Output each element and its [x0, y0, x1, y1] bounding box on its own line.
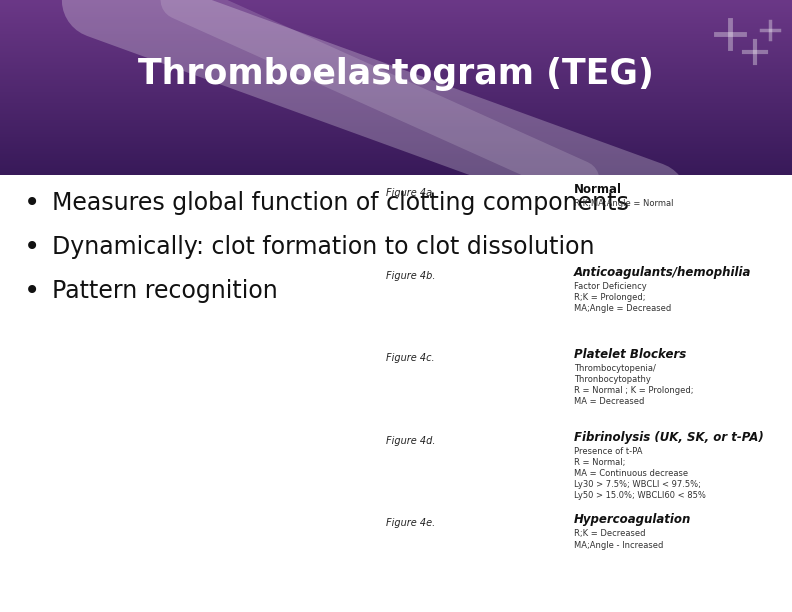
Text: Fibrinolysis: Fibrinolysis [261, 335, 318, 346]
Text: Thromboelastogram (TEG): Thromboelastogram (TEG) [138, 58, 654, 91]
Text: R: R [42, 568, 49, 578]
Text: Hypercoagulation: Hypercoagulation [574, 513, 691, 526]
Text: R;K;MA;Angle = Normal: R;K;MA;Angle = Normal [574, 199, 674, 208]
Text: Figure 4c.: Figure 4c. [386, 353, 435, 363]
Text: Measures global function of clotting components: Measures global function of clotting com… [52, 191, 629, 215]
Text: Factor Deficiency
R;K = Prolonged;
MA;Angle = Decreased: Factor Deficiency R;K = Prolonged; MA;An… [574, 282, 672, 313]
Text: $\alpha$: $\alpha$ [87, 409, 97, 422]
Text: R;K = Decreased
MA;Angle - Increased: R;K = Decreased MA;Angle - Increased [574, 529, 664, 550]
Text: Anticoagulants/hemophilia: Anticoagulants/hemophilia [574, 266, 752, 278]
Text: $A_{60}$: $A_{60}$ [255, 408, 272, 420]
Text: Figure 4e.: Figure 4e. [386, 518, 436, 528]
Text: •: • [24, 233, 40, 261]
Text: Thrombosis: Thrombosis [93, 335, 153, 346]
Text: K: K [90, 568, 97, 578]
Text: Platelet Blockers: Platelet Blockers [574, 348, 687, 361]
Text: Thrombocytopenia/
Thronbocytopathy
R = Normal ; K = Prolonged;
MA = Decreased: Thrombocytopenia/ Thronbocytopathy R = N… [574, 364, 694, 406]
Text: Lysis time: Lysis time [165, 568, 216, 578]
Text: Pattern recognition: Pattern recognition [52, 279, 278, 303]
Text: Fibrinolysis (UK, SK, or t-PA): Fibrinolysis (UK, SK, or t-PA) [574, 431, 764, 444]
Bar [0, 175, 792, 612]
Text: •: • [24, 277, 40, 305]
Text: Figure 4b.: Figure 4b. [386, 271, 436, 280]
Text: Dynamically: clot formation to clot dissolution: Dynamically: clot formation to clot diss… [52, 235, 595, 259]
Text: Presence of t-PA
R = Normal;
MA = Continuous decrease
Ly30 > 7.5%; WBCLI < 97.5%: Presence of t-PA R = Normal; MA = Contin… [574, 447, 706, 500]
Text: MA: MA [192, 499, 208, 509]
Text: Figure 4a.: Figure 4a. [386, 188, 436, 198]
Text: •: • [24, 189, 40, 217]
Text: Normal: Normal [574, 183, 623, 196]
Text: 30 min: 30 min [141, 411, 173, 420]
Text: Figure 4d.: Figure 4d. [386, 436, 436, 446]
